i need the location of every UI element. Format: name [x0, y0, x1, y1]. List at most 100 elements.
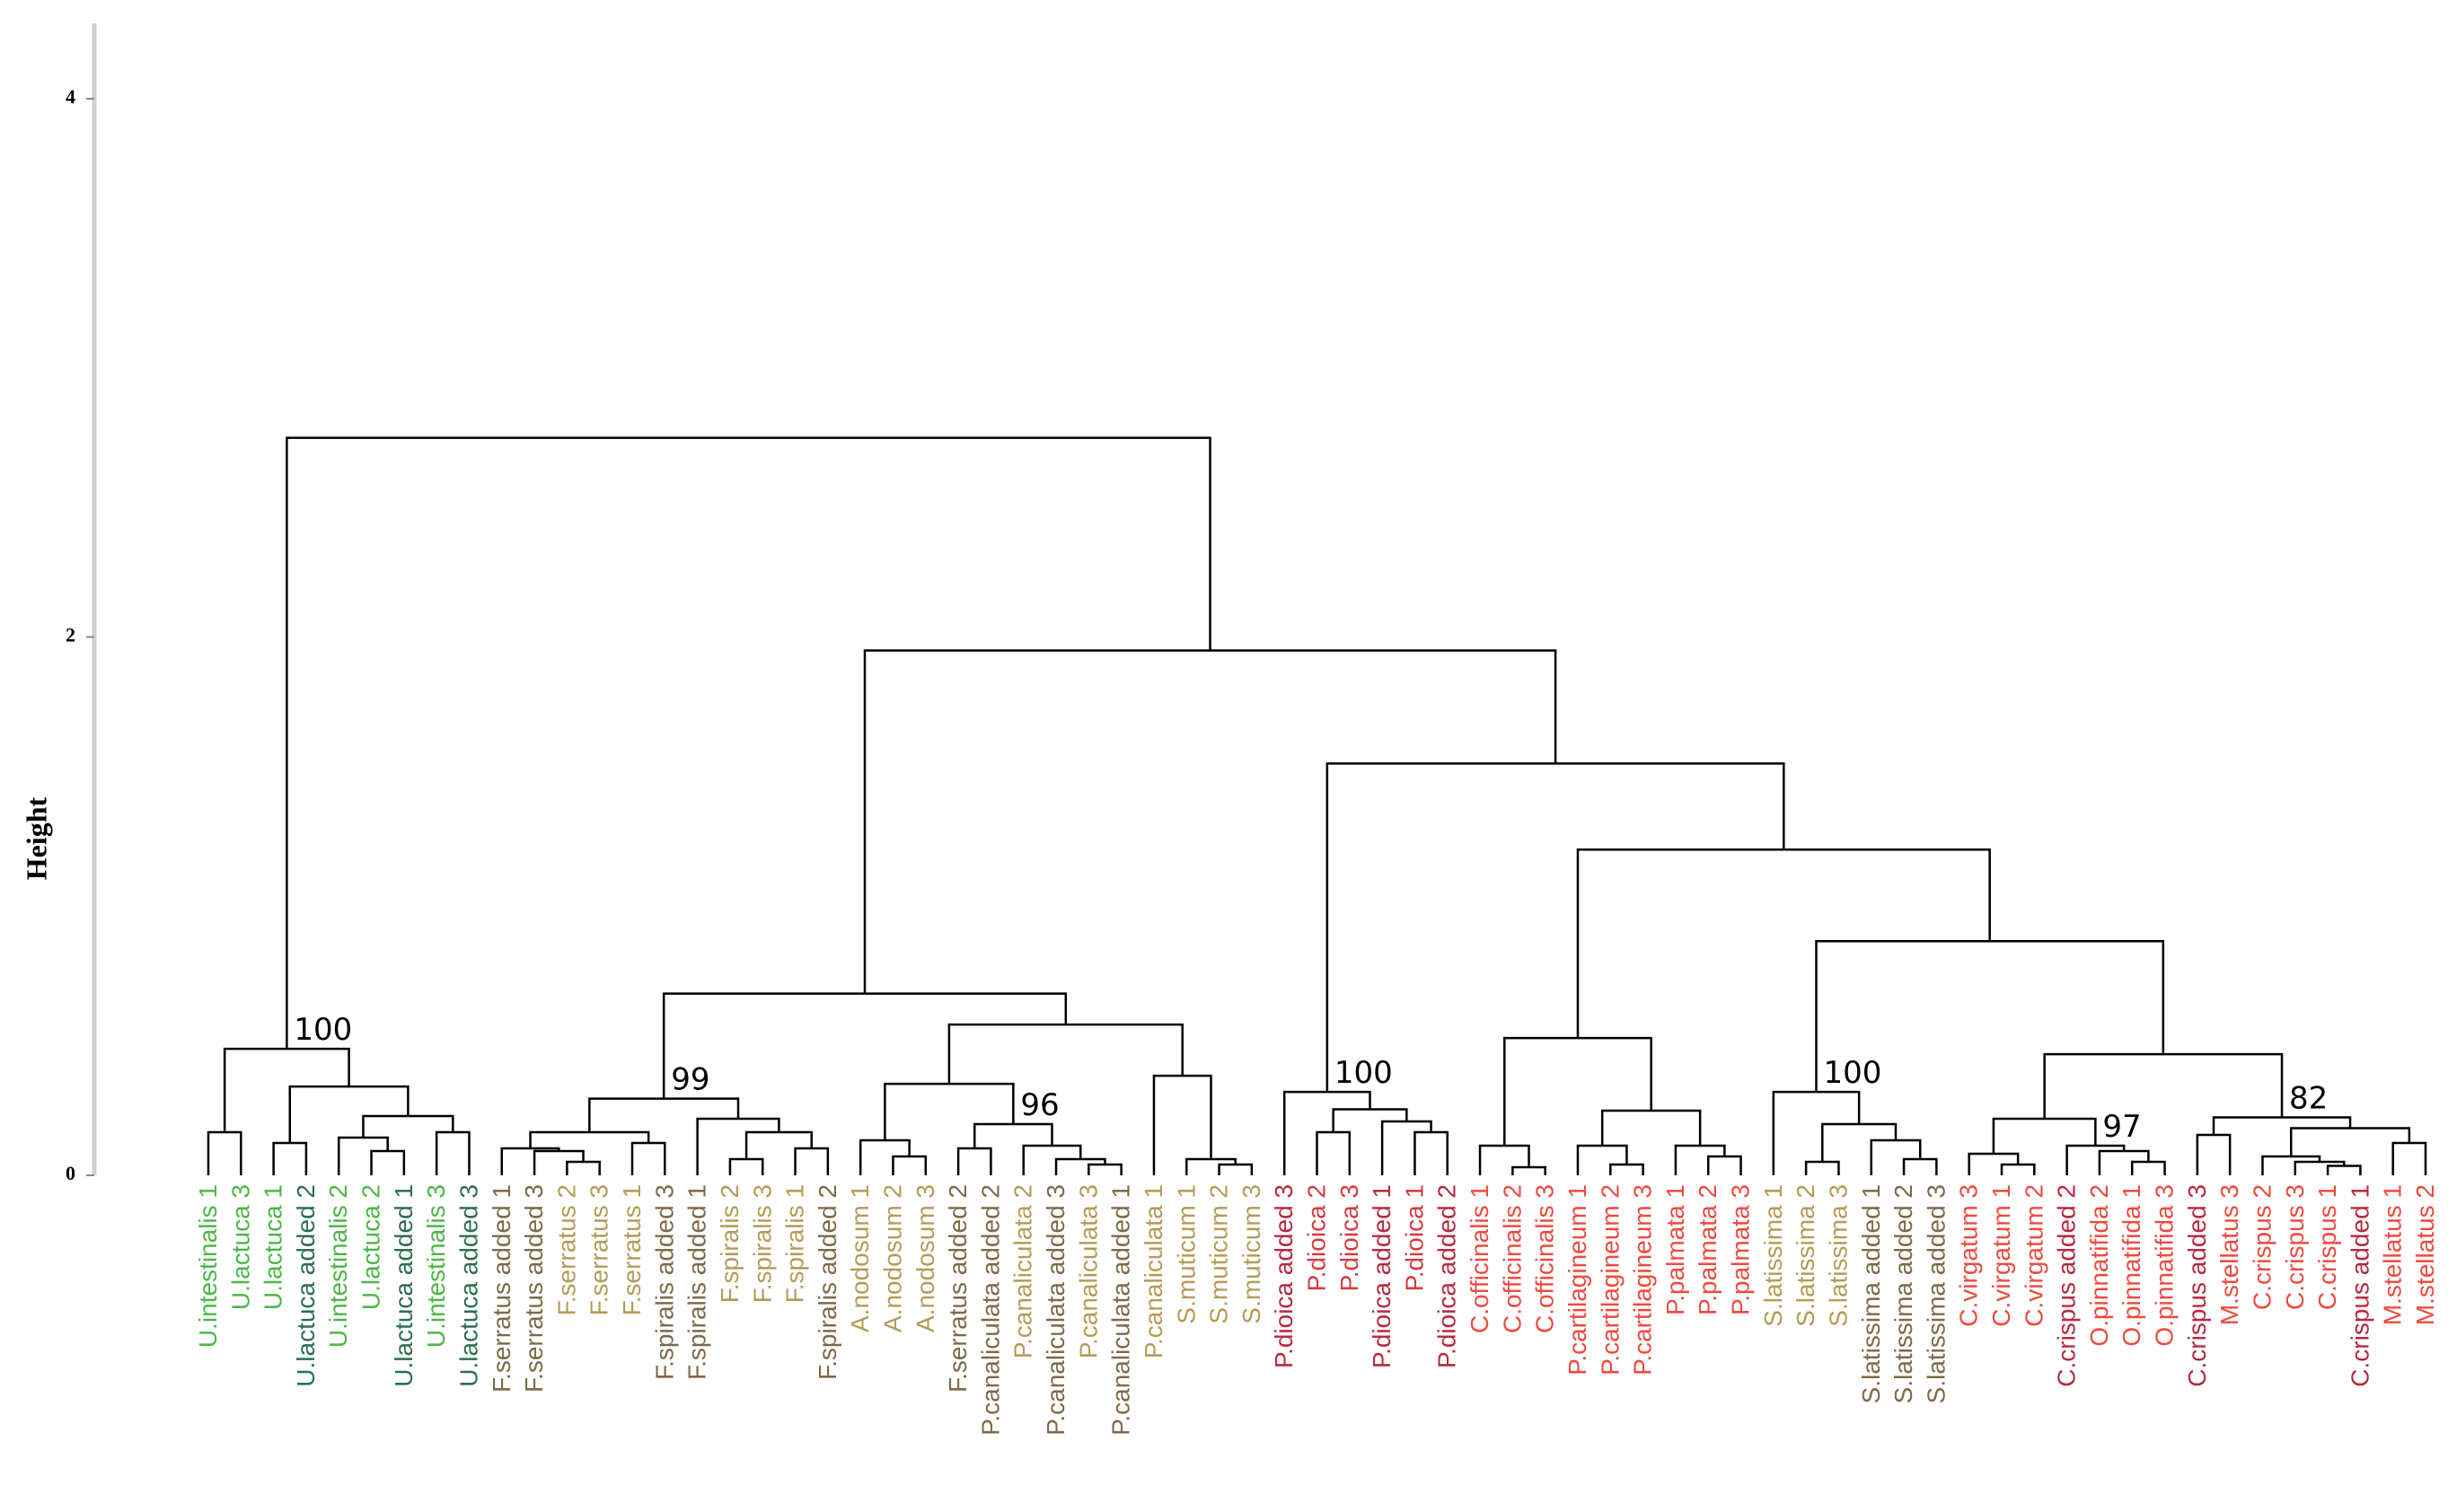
merge: [956, 1147, 992, 1175]
merge: [529, 1130, 650, 1149]
leaf-label: F.spiralis added 1: [683, 1184, 711, 1380]
leaf-label: C.crispus added 1: [2346, 1184, 2373, 1387]
merge: [1576, 1144, 1628, 1175]
leaf-label: F.serratus added 1: [488, 1184, 515, 1393]
merge: [288, 1085, 410, 1144]
merge: [1503, 1036, 1652, 1147]
support-label: 100: [294, 1012, 352, 1048]
merge: [728, 1157, 764, 1175]
merge: [207, 1130, 242, 1175]
leaf-label: M.stellatus 3: [2215, 1184, 2243, 1325]
support-label: 100: [1823, 1055, 1881, 1091]
leaf-label: M.stellatus 2: [2411, 1184, 2439, 1325]
leaf-label: F.serratus 1: [618, 1184, 646, 1315]
leaf-label: U.intestinalis 1: [194, 1184, 222, 1348]
merge: [2261, 1155, 2321, 1175]
leaf-label: C.crispus 2: [2248, 1184, 2276, 1310]
merge: [1821, 1122, 1898, 1163]
leaf-label: O.pinnatifida 3: [2151, 1184, 2179, 1347]
merge: [1478, 1144, 1530, 1175]
merge: [892, 1155, 928, 1175]
leaf-label: F.serratus 3: [586, 1184, 613, 1315]
leaf-label: U.lactuca 3: [226, 1184, 254, 1310]
merge: [1804, 1160, 1840, 1175]
leaf-label: U.lactuca 1: [260, 1184, 287, 1310]
leaf-label: C.virgatum 1: [1987, 1184, 2015, 1327]
leaf-label: P.cartilagineum 1: [1563, 1184, 1591, 1376]
leaf-label: S.latissima 2: [1792, 1184, 1819, 1327]
merge: [1706, 1155, 1742, 1175]
leaf-label: F.spiralis added 3: [650, 1184, 678, 1380]
leaf-label: F.serratus 2: [552, 1184, 580, 1315]
leaf-label: S.muticum 1: [1172, 1184, 1200, 1324]
merge: [370, 1149, 406, 1175]
leaf-label: U.lactuca added 3: [454, 1184, 482, 1387]
leaf-label: C.virgatum 2: [2020, 1184, 2048, 1327]
leaf-label: S.latissima 3: [1824, 1184, 1852, 1327]
support-label: 97: [2102, 1109, 2141, 1145]
leaf-label: P.dioica 1: [1400, 1184, 1428, 1291]
merge: [566, 1160, 601, 1175]
merge: [2043, 1052, 2284, 1120]
merge: [1870, 1138, 1922, 1175]
leaf-label: P.canaliculata 2: [1009, 1184, 1037, 1358]
support-label: 100: [1334, 1055, 1393, 1091]
merge: [2130, 1160, 2166, 1175]
leaf-label: P.cartilagineum 2: [1596, 1184, 1624, 1376]
merge: [662, 992, 1068, 1099]
support-label: 82: [2289, 1081, 2328, 1117]
merge: [884, 1082, 1015, 1141]
merge: [1674, 1144, 1726, 1175]
leaf-label: C.crispus added 2: [2053, 1184, 2081, 1387]
leaf-label: F.serratus added 3: [520, 1184, 548, 1393]
merge: [2000, 1163, 2036, 1175]
merge: [1902, 1157, 1938, 1175]
y-tick-label: 0: [66, 1162, 75, 1184]
leaf-label: S.latissima added 1: [1857, 1184, 1885, 1403]
merge: [272, 1141, 308, 1175]
leaf-label: P.cartilagineum 3: [1629, 1184, 1657, 1376]
merge: [2196, 1133, 2232, 1175]
leaf-label: S.latissima added 2: [1889, 1184, 1917, 1403]
leaf-label: U.lactuca added 1: [390, 1184, 418, 1387]
merge: [1316, 1130, 1352, 1175]
merge: [1332, 1108, 1408, 1133]
leaf-label: O.pinnatifida 2: [2085, 1184, 2113, 1347]
leaf-label: P.canaliculata added 1: [1107, 1184, 1135, 1436]
merge: [286, 436, 1211, 1050]
leaf-label: P.palmata 2: [1694, 1184, 1722, 1315]
leaf-label: P.dioica 3: [1335, 1184, 1363, 1291]
leaf-label: M.stellatus 1: [2379, 1184, 2407, 1325]
merge: [1022, 1144, 1082, 1175]
leaf-label: C.crispus 1: [2313, 1184, 2341, 1310]
merge: [1185, 1157, 1237, 1175]
leaf-label: U.lactuca 2: [357, 1184, 385, 1310]
merge: [2065, 1144, 2126, 1175]
merge: [337, 1136, 389, 1175]
leaf-label: P.dioica added 3: [1270, 1184, 1298, 1368]
leaf-label: S.muticum 3: [1237, 1184, 1265, 1324]
leaf-label: F.spiralis 2: [716, 1184, 744, 1303]
leaf-label: F.spiralis 3: [748, 1184, 776, 1303]
leaf-label: C.crispus added 3: [2183, 1184, 2211, 1387]
merge: [1576, 848, 1991, 1039]
merge: [1325, 762, 1785, 1093]
merge: [1218, 1163, 1254, 1175]
merge: [859, 1138, 911, 1175]
leaf-label: A.nodosum 3: [911, 1184, 939, 1332]
leaf-label: C.officinalis 2: [1498, 1184, 1526, 1333]
leaf-label: P.dioica added 1: [1368, 1184, 1396, 1368]
merge: [744, 1130, 813, 1160]
merge: [1968, 1152, 2020, 1175]
leaf-label: P.canaliculata added 3: [1042, 1184, 1070, 1436]
support-label: 96: [1020, 1087, 1059, 1123]
merge: [1992, 1117, 2097, 1155]
merge: [863, 649, 1557, 994]
leaf-label: U.lactuca added 2: [292, 1184, 320, 1387]
merge: [794, 1147, 830, 1175]
merge: [1600, 1109, 1702, 1147]
leaf-label: P.canaliculata added 2: [976, 1184, 1004, 1436]
leaf-label: F.serratus added 2: [944, 1184, 972, 1393]
leaf-label: C.officinalis 3: [1531, 1184, 1559, 1333]
